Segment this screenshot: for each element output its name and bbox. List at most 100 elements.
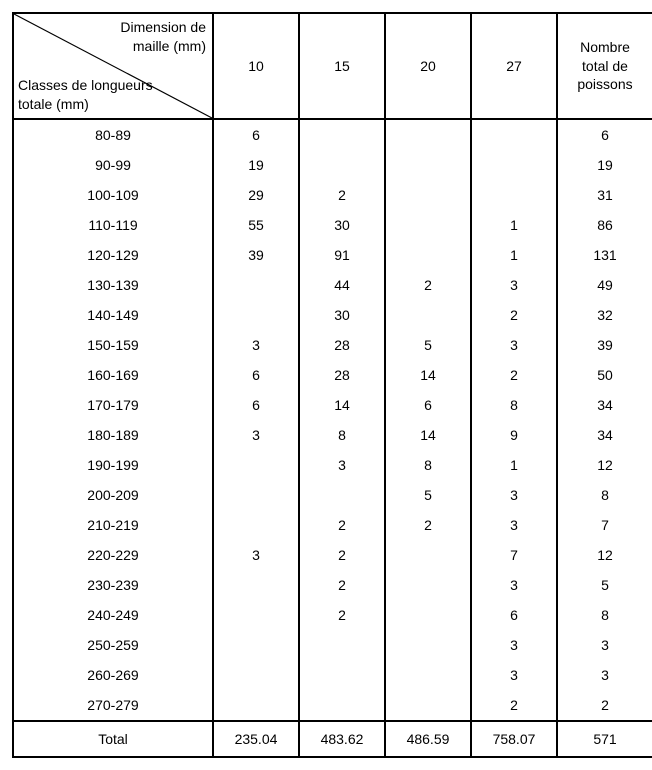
row-total: 31: [557, 180, 652, 210]
row-cell: 2: [299, 510, 385, 540]
row-cell: [213, 570, 299, 600]
row-label: 140-149: [13, 300, 213, 330]
row-cell: 44: [299, 270, 385, 300]
row-cell: 29: [213, 180, 299, 210]
header-diag-top-line1: Dimension de: [120, 19, 206, 35]
header-diag-top-line2: maille (mm): [133, 38, 206, 54]
table-row: 170-1796146834: [13, 390, 652, 420]
row-cell: 2: [471, 360, 557, 390]
row-cell: [213, 660, 299, 690]
header-diag-top: Dimension de maille (mm): [120, 18, 206, 56]
table-row: 90-991919: [13, 150, 652, 180]
row-cell: 9: [471, 420, 557, 450]
row-cell: 3: [213, 420, 299, 450]
row-total: 34: [557, 420, 652, 450]
table-footer-row: Total 235.04 483.62 486.59 758.07 571: [13, 721, 652, 757]
table-row: 230-239235: [13, 570, 652, 600]
row-cell: [299, 480, 385, 510]
row-cell: 3: [471, 330, 557, 360]
row-cell: 3: [299, 450, 385, 480]
row-label: 270-279: [13, 690, 213, 721]
row-cell: 2: [299, 540, 385, 570]
row-cell: [385, 119, 471, 150]
row-cell: [385, 300, 471, 330]
table-row: 270-279 22: [13, 690, 652, 721]
row-cell: 6: [213, 119, 299, 150]
row-cell: [385, 630, 471, 660]
row-cell: 6: [213, 360, 299, 390]
row-label: 250-259: [13, 630, 213, 660]
row-cell: 19: [213, 150, 299, 180]
row-label: 80-89: [13, 119, 213, 150]
row-label: 130-139: [13, 270, 213, 300]
footer-label: Total: [13, 721, 213, 757]
row-label: 100-109: [13, 180, 213, 210]
row-cell: [213, 300, 299, 330]
table-row: 220-22932712: [13, 540, 652, 570]
row-cell: 8: [385, 450, 471, 480]
row-cell: [385, 180, 471, 210]
row-total: 49: [557, 270, 652, 300]
row-total: 8: [557, 480, 652, 510]
header-mesh-col-3: 27: [471, 13, 557, 119]
row-total: 7: [557, 510, 652, 540]
row-label: 160-169: [13, 360, 213, 390]
row-cell: 8: [471, 390, 557, 420]
row-cell: 1: [471, 210, 557, 240]
row-cell: 2: [299, 570, 385, 600]
row-cell: [299, 660, 385, 690]
row-cell: [299, 119, 385, 150]
row-cell: 6: [385, 390, 471, 420]
row-cell: 14: [385, 420, 471, 450]
row-cell: [385, 210, 471, 240]
row-cell: 3: [471, 570, 557, 600]
header-mesh-col-0: 10: [213, 13, 299, 119]
row-label: 150-159: [13, 330, 213, 360]
header-total-line2: total de: [582, 58, 628, 74]
row-cell: 2: [385, 270, 471, 300]
row-cell: 2: [471, 690, 557, 721]
footer-total: 571: [557, 721, 652, 757]
table-row: 210-2192237: [13, 510, 652, 540]
row-label: 90-99: [13, 150, 213, 180]
header-total-line3: poissons: [577, 76, 632, 92]
row-cell: 39: [213, 240, 299, 270]
row-label: 190-199: [13, 450, 213, 480]
header-mesh-col-1: 15: [299, 13, 385, 119]
row-cell: [385, 600, 471, 630]
row-cell: [213, 630, 299, 660]
row-cell: [471, 150, 557, 180]
row-cell: 55: [213, 210, 299, 240]
table-row: 150-1593285339: [13, 330, 652, 360]
header-diag-bottom-line1: Classes de longueurs: [18, 77, 153, 93]
footer-mesh-1: 483.62: [299, 721, 385, 757]
table-row: 240-249268: [13, 600, 652, 630]
footer-mesh-0: 235.04: [213, 721, 299, 757]
row-label: 170-179: [13, 390, 213, 420]
row-cell: 91: [299, 240, 385, 270]
row-total: 5: [557, 570, 652, 600]
table-row: 110-1195530186: [13, 210, 652, 240]
row-cell: [385, 570, 471, 600]
row-label: 180-189: [13, 420, 213, 450]
row-label: 260-269: [13, 660, 213, 690]
table-row: 200-209538: [13, 480, 652, 510]
row-cell: 1: [471, 450, 557, 480]
row-label: 120-129: [13, 240, 213, 270]
row-label: 110-119: [13, 210, 213, 240]
row-label: 220-229: [13, 540, 213, 570]
row-cell: 6: [471, 600, 557, 630]
row-cell: [299, 150, 385, 180]
table-row: 260-26933: [13, 660, 652, 690]
row-cell: [385, 150, 471, 180]
header-mesh-col-2: 20: [385, 13, 471, 119]
row-total: 2: [557, 690, 652, 721]
row-cell: [471, 119, 557, 150]
header-total-line1: Nombre: [580, 39, 630, 55]
row-cell: [299, 690, 385, 721]
row-total: 3: [557, 660, 652, 690]
row-cell: 5: [385, 330, 471, 360]
table-row: 130-139442349: [13, 270, 652, 300]
header-diag-bottom: Classes de longueurs totale (mm): [18, 76, 153, 114]
row-total: 131: [557, 240, 652, 270]
